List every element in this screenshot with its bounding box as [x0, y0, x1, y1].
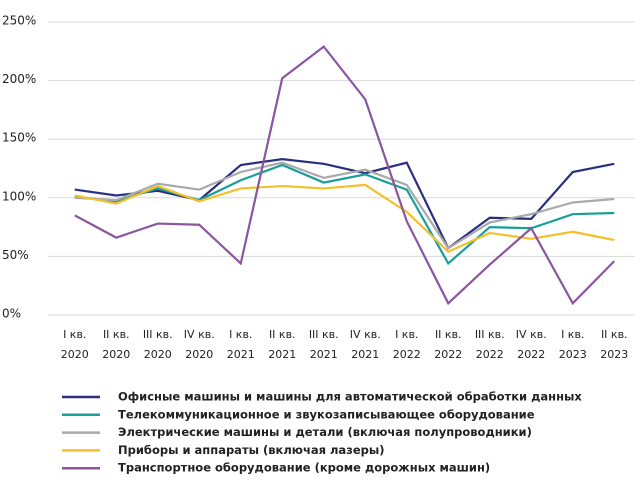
series-line	[74, 161, 615, 250]
x-tick-label: 2022	[517, 348, 545, 361]
x-tick-label: III кв.	[143, 328, 173, 341]
x-tick-label: 2020	[102, 348, 130, 361]
x-tick-label: IV кв.	[516, 328, 547, 341]
x-tick-label: IV кв.	[184, 328, 215, 341]
x-tick-label: I кв.	[395, 328, 418, 341]
x-tick-label: III кв.	[309, 328, 339, 341]
y-tick-label: 100%	[2, 189, 36, 203]
x-tick-label: I кв.	[63, 328, 86, 341]
x-tick-label: 2020	[144, 348, 172, 361]
x-tick-label: 2023	[600, 348, 628, 361]
x-tick-label: 2021	[310, 348, 338, 361]
legend-label: Транспортное оборудование (кроме дорожны…	[118, 461, 490, 475]
x-tick-label: I кв.	[561, 328, 584, 341]
x-tick-label: I кв.	[229, 328, 252, 341]
x-tick-label: 2021	[227, 348, 255, 361]
legend-label: Приборы и аппараты (включая лазеры)	[118, 443, 385, 457]
x-tick-label: 2022	[393, 348, 421, 361]
x-tick-label: 2023	[559, 348, 587, 361]
series-line	[74, 158, 615, 250]
x-tick-label: III кв.	[475, 328, 505, 341]
x-tick-label: 2020	[61, 348, 89, 361]
legend-label: Телекоммуникационное и звукозаписывающее…	[118, 407, 535, 421]
legend-label: Электрические машины и детали (включая п…	[118, 425, 532, 439]
x-tick-label: II кв.	[601, 328, 628, 341]
series-line	[74, 183, 615, 254]
x-tick-label: 2022	[434, 348, 462, 361]
series-line	[74, 45, 616, 306]
x-tick-label: 2021	[351, 348, 379, 361]
x-tick-label: IV кв.	[350, 328, 381, 341]
y-tick-label: 0%	[2, 307, 21, 321]
y-tick-label: 200%	[2, 72, 36, 86]
x-tick-label: 2022	[476, 348, 504, 361]
x-tick-label: 2020	[185, 348, 213, 361]
y-tick-label: 250%	[2, 14, 36, 28]
series-line	[74, 163, 615, 266]
x-tick-label: II кв.	[269, 328, 296, 341]
x-tick-label: II кв.	[435, 328, 462, 341]
x-tick-label: 2021	[268, 348, 296, 361]
y-tick-label: 150%	[2, 131, 36, 145]
y-tick-label: 50%	[2, 248, 29, 262]
x-tick-label: II кв.	[103, 328, 130, 341]
legend-label: Офисные машины и машины для автоматическ…	[118, 390, 582, 404]
